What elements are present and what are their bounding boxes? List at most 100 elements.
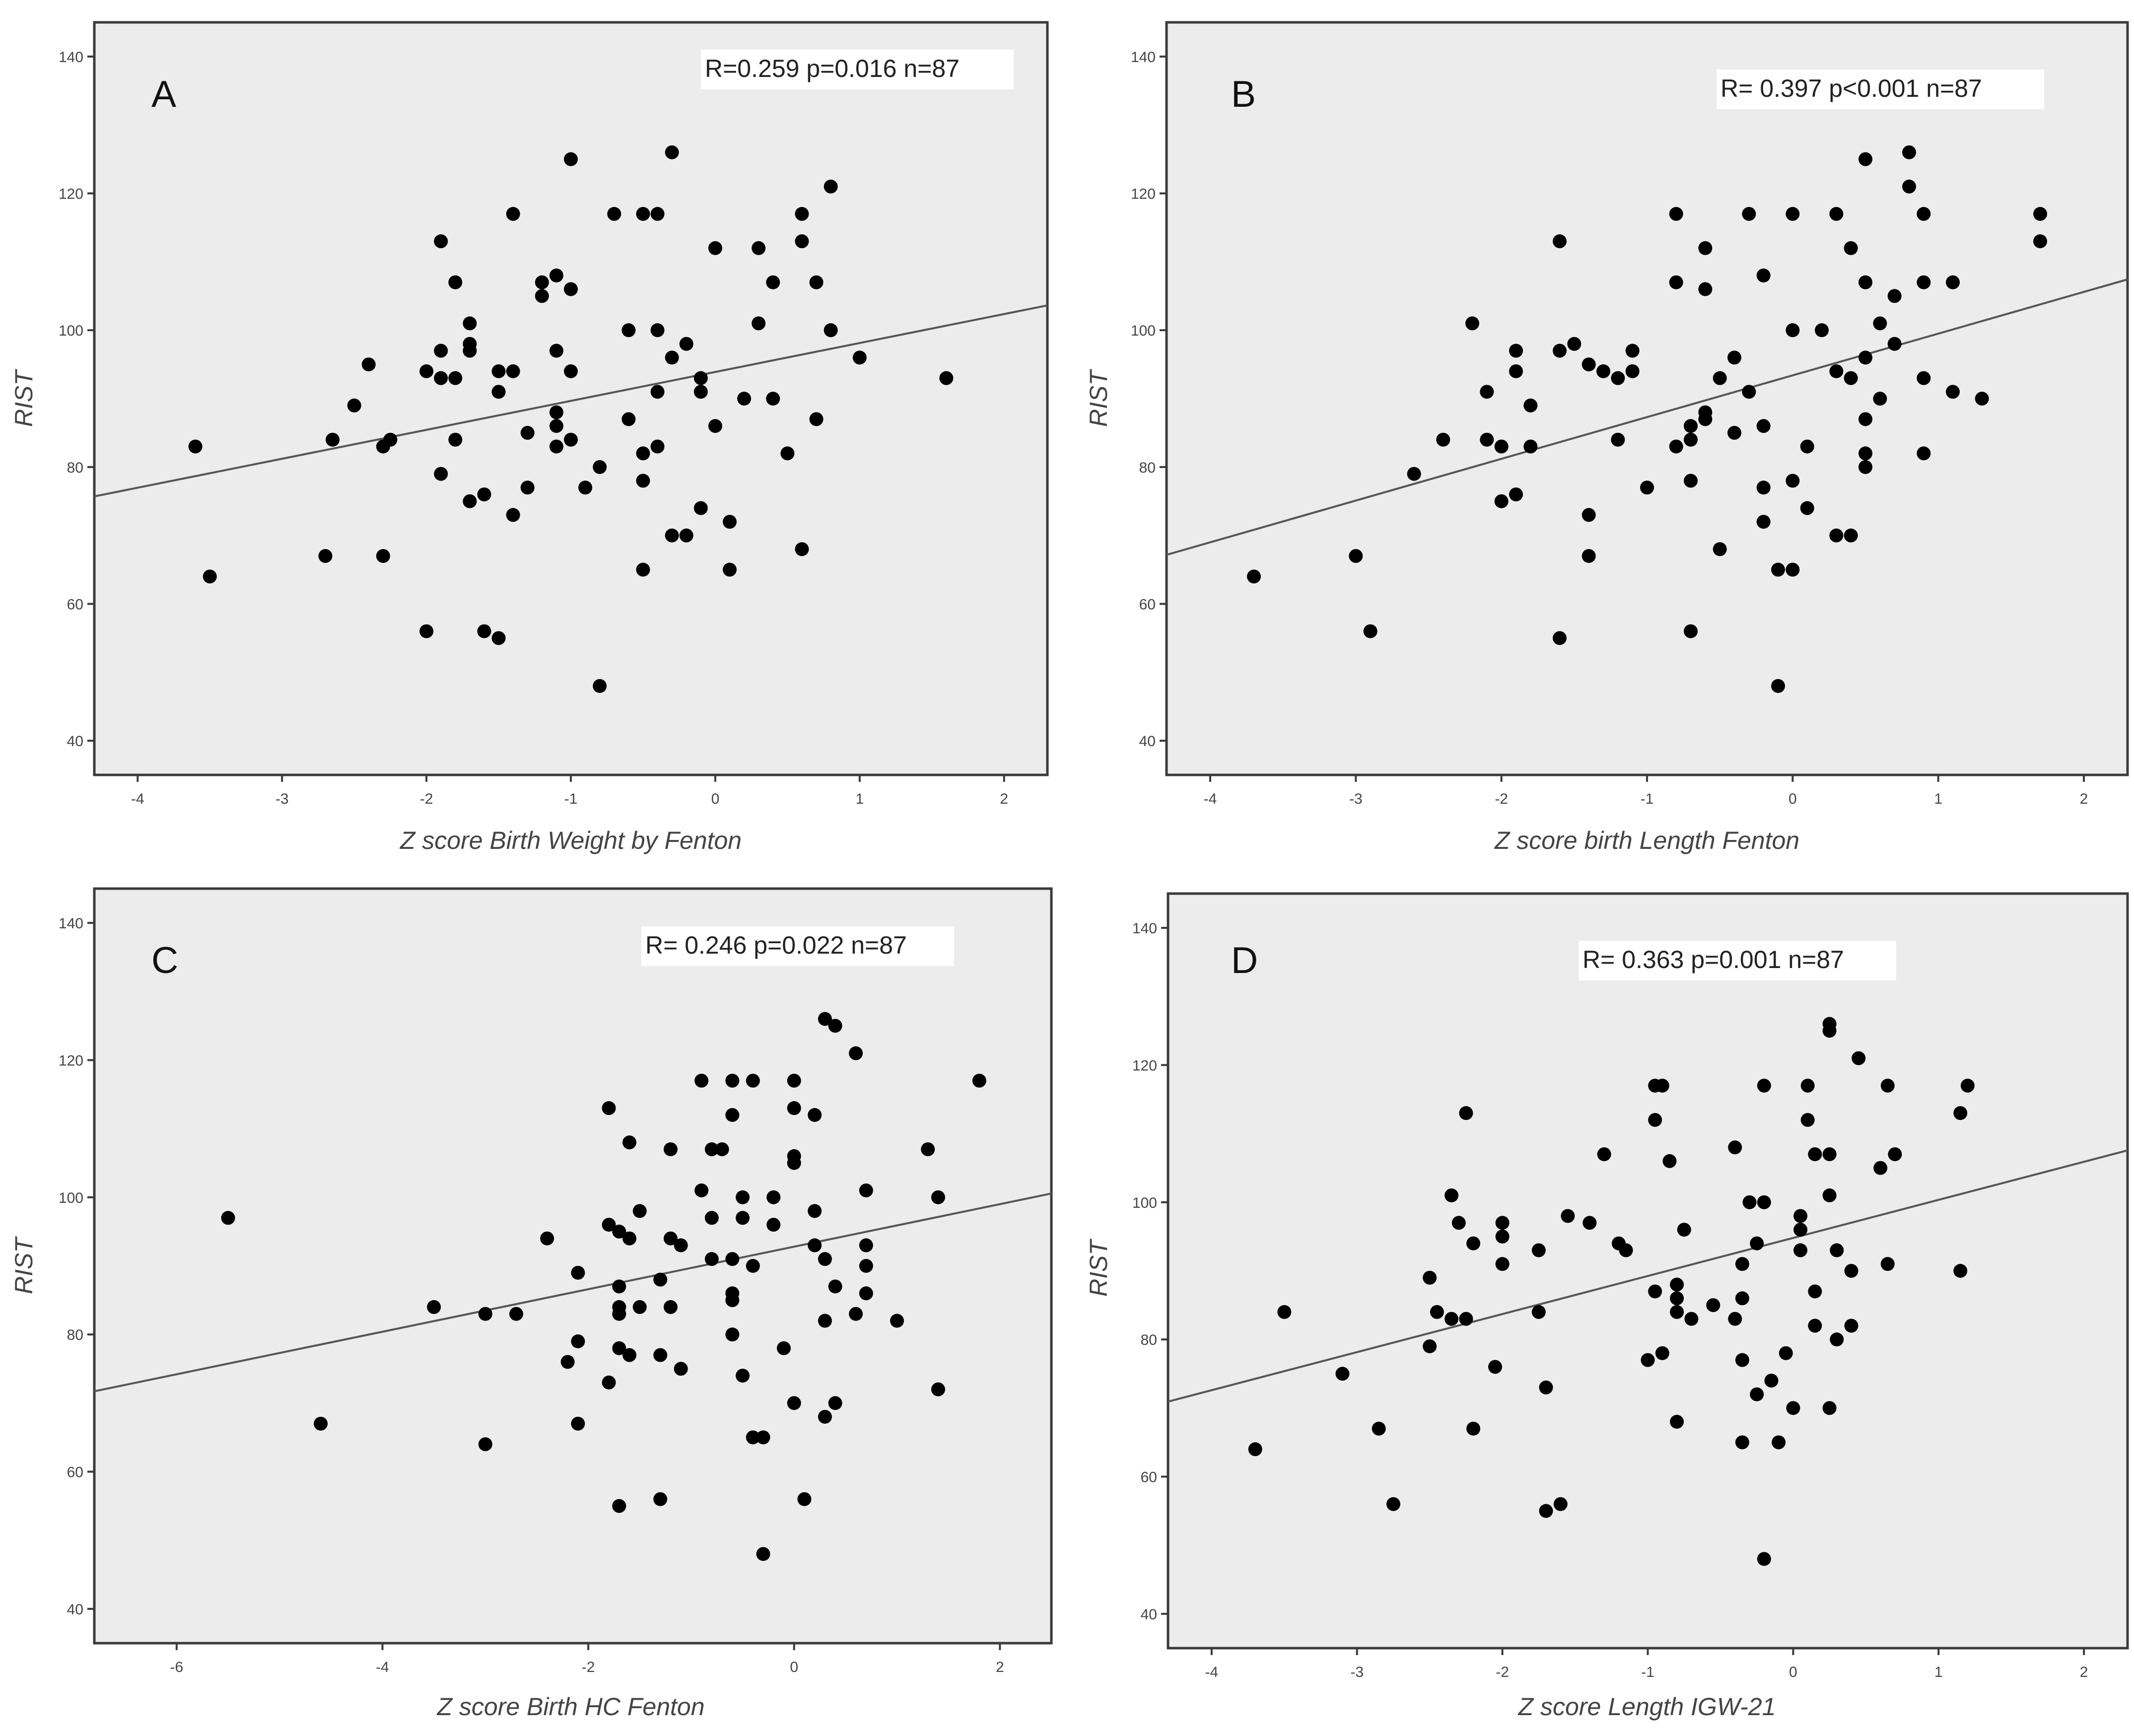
panel-a: -4 -3 -2 -1 0 1 2 40 60 80 100 120 140 R=0.259 p=0.… — [10, 21, 1049, 854]
panel-d: -4 -3 -2 -1 0 1 2 40 60 80 100 120 140 R= 0.363 p=0… — [1085, 892, 2129, 1721]
data-point — [859, 1286, 873, 1301]
data-point — [650, 385, 665, 399]
y-tick-label: 120 — [59, 186, 83, 203]
data-point — [1756, 481, 1771, 495]
regression-line — [1168, 1149, 2128, 1403]
data-point — [1655, 1346, 1669, 1360]
data-point — [1829, 207, 1844, 221]
data-point — [1669, 275, 1683, 289]
data-point — [1852, 1051, 1866, 1065]
x-tick-label: -1 — [1641, 1664, 1654, 1680]
x-ticks — [1209, 775, 2085, 782]
y-ticks — [87, 55, 94, 742]
data-point — [650, 439, 665, 454]
data-point — [509, 1307, 523, 1321]
data-point — [612, 1279, 626, 1294]
data-point — [1539, 1504, 1553, 1518]
y-tick-label: 80 — [1139, 460, 1156, 476]
data-point — [622, 1231, 637, 1246]
data-point — [1735, 1353, 1749, 1367]
x-tick-label: -3 — [1349, 791, 1363, 807]
data-point — [890, 1314, 904, 1328]
data-point — [1873, 392, 1887, 406]
data-point — [535, 289, 549, 303]
data-point — [1531, 1305, 1546, 1319]
data-point — [1756, 515, 1771, 529]
data-point — [463, 494, 477, 508]
data-point — [795, 542, 809, 556]
x-tick-labels: -4 -3 -2 -1 0 1 2 — [131, 791, 1008, 807]
x-tick-label: -1 — [564, 791, 578, 807]
data-point — [1445, 1188, 1459, 1202]
data-point — [602, 1375, 616, 1389]
data-point — [1495, 1229, 1510, 1244]
panel-b: -4 -3 -2 -1 0 1 2 40 60 80 100 120 140 R= 0.397 p<0… — [1085, 21, 2129, 854]
x-tick-label: 0 — [1789, 1664, 1797, 1680]
y-tick-label: 140 — [1132, 920, 1157, 937]
data-point — [549, 268, 563, 282]
data-point — [463, 316, 477, 331]
data-point — [1248, 1442, 1262, 1457]
data-point — [679, 528, 693, 543]
data-point — [520, 481, 535, 495]
data-point — [715, 1142, 729, 1157]
data-point — [752, 316, 766, 331]
plot-area — [1165, 21, 2129, 776]
plot-area — [1167, 892, 2129, 1650]
data-point — [1735, 1435, 1749, 1450]
data-point — [1750, 1387, 1764, 1401]
stats-box — [1717, 69, 2044, 109]
data-point — [1902, 179, 1916, 194]
data-point — [434, 234, 448, 249]
data-point — [448, 275, 463, 289]
data-point — [383, 432, 398, 447]
data-point — [665, 350, 679, 365]
data-point — [314, 1416, 328, 1431]
data-point — [376, 549, 390, 563]
data-point — [1669, 439, 1683, 454]
data-point — [621, 323, 636, 338]
y-axis-title: RIST — [1085, 369, 1112, 427]
data-point — [1684, 624, 1698, 638]
data-point — [1859, 412, 1872, 426]
stats-text: R=0.259 p=0.016 n=87 — [705, 55, 960, 82]
data-point — [818, 1252, 832, 1266]
data-point — [1887, 337, 1902, 351]
data-point — [1582, 508, 1596, 522]
data-point — [1539, 1380, 1553, 1394]
panel-label: C — [151, 939, 178, 981]
data-point — [535, 275, 549, 289]
data-point — [326, 432, 340, 447]
data-point — [1727, 425, 1741, 440]
data-point — [1423, 1270, 1437, 1285]
y-tick-label: 40 — [1141, 1606, 1157, 1623]
data-point — [1859, 460, 1872, 474]
data-point — [1582, 549, 1596, 563]
y-tick-label: 80 — [1141, 1332, 1157, 1348]
y-tick-label: 120 — [59, 1052, 83, 1069]
data-point — [564, 282, 578, 296]
y-tick-label: 60 — [67, 596, 83, 613]
stats-box — [701, 50, 1014, 89]
data-point — [694, 1073, 709, 1088]
data-point — [491, 385, 506, 399]
data-point — [931, 1382, 945, 1396]
data-point — [1757, 1078, 1771, 1093]
data-point — [1742, 385, 1756, 399]
data-point — [636, 474, 650, 488]
data-point — [776, 1341, 791, 1355]
data-point — [1459, 1106, 1473, 1120]
data-point — [1800, 501, 1814, 515]
x-tick-labels: -4 -3 -2 -1 0 1 2 — [1205, 1664, 2088, 1680]
data-point — [824, 179, 838, 194]
data-point — [723, 562, 737, 577]
data-point — [506, 508, 520, 522]
x-tick-label: -3 — [1350, 1664, 1364, 1680]
data-point — [708, 419, 722, 433]
data-point — [725, 1327, 740, 1342]
data-point — [859, 1259, 873, 1273]
data-point — [704, 1252, 719, 1266]
data-point — [1407, 467, 1421, 481]
data-point — [1596, 364, 1610, 378]
panel-label: D — [1231, 939, 1258, 981]
